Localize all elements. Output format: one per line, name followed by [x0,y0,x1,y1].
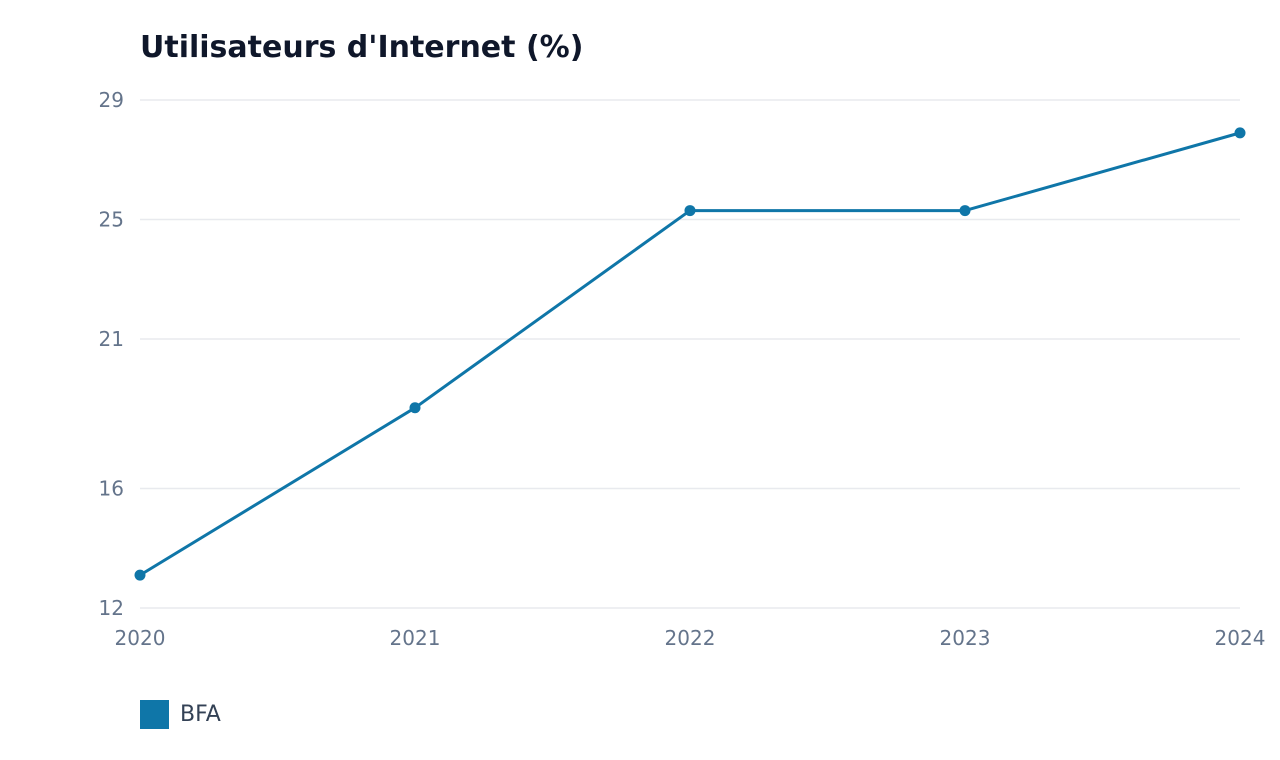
data-point [1234,127,1246,139]
series-line-bfa [138,131,1242,577]
data-point [134,569,146,581]
legend-swatch-bfa [140,700,169,729]
x-tick-label: 2020 [115,626,166,650]
data-point [684,205,696,217]
data-point [959,205,971,217]
y-tick-label: 16 [99,476,124,500]
y-tick-label: 29 [99,88,124,112]
series-layer [134,127,1246,581]
y-tick-label: 25 [99,208,124,232]
legend-label-bfa: BFA [180,702,221,727]
x-tick-label: 2022 [665,626,716,650]
legend: BFA [140,700,221,729]
chart-title: Utilisateurs d'Internet (%) [140,30,584,65]
y-tick-label: 21 [99,327,124,351]
grid-lines [140,99,1240,609]
data-point [409,402,421,414]
x-tick-label: 2023 [940,626,991,650]
x-axis-tick-labels: 2020 2021 2022 2023 2024 [115,626,1266,650]
y-tick-label: 12 [99,596,124,620]
x-tick-label: 2021 [390,626,441,650]
y-axis-tick-labels: 12 16 21 25 29 [99,88,124,620]
x-tick-label: 2024 [1215,626,1266,650]
